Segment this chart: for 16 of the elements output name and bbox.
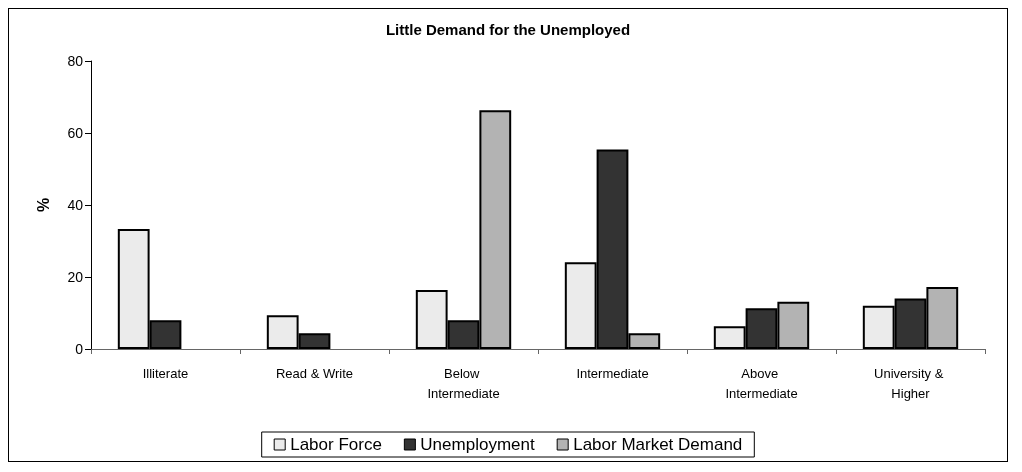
y-tick-label: 20 xyxy=(67,269,84,285)
x-tick-label: Read & Write xyxy=(275,365,354,381)
x-tick-label: Intermediate xyxy=(576,365,649,381)
legend-label: Unemployment xyxy=(420,435,535,454)
legend-label: Labor Market Demand xyxy=(573,435,743,454)
y-tick-label: 40 xyxy=(67,197,84,213)
x-tick-label: Below Intermediate xyxy=(427,365,500,401)
x-tick-label: Above Intermediate xyxy=(725,365,798,401)
y-tick-label: 60 xyxy=(67,125,84,141)
x-tick-label: University & Higher xyxy=(874,365,947,401)
y-tick-label: 80 xyxy=(67,53,84,69)
y-axis-title: % xyxy=(34,197,52,213)
y-tick-label: 0 xyxy=(75,341,84,357)
chart-title: Little Demand for the Unemployed xyxy=(385,21,631,38)
x-tick-label: Illiterate xyxy=(142,365,189,381)
legend-label: Labor Force xyxy=(290,435,382,454)
